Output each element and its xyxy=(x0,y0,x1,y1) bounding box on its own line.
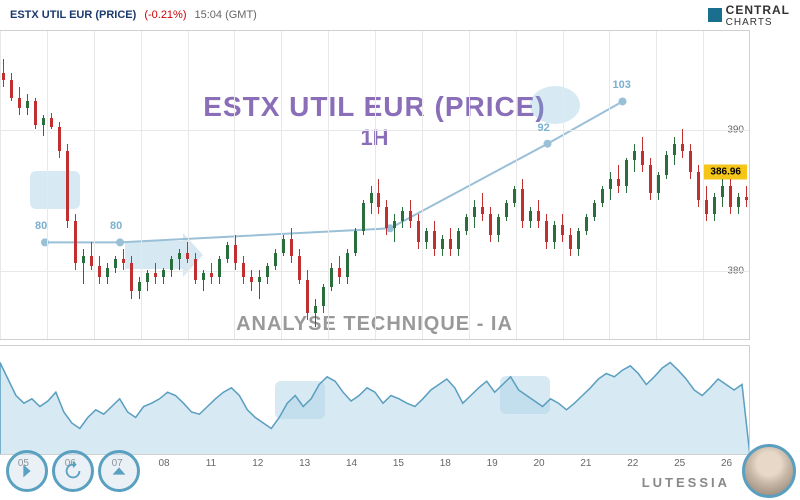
timestamp: 15:04 (GMT) xyxy=(195,9,257,21)
x-axis-label: 12 xyxy=(234,458,281,478)
x-axis-label: 19 xyxy=(469,458,516,478)
overlay-point-label: 80 xyxy=(110,220,122,232)
indicator-svg xyxy=(0,346,749,454)
watermark-icon xyxy=(530,86,580,124)
x-axis-label: 20 xyxy=(516,458,563,478)
chart-container: 380390386.96 ESTX UTIL EUR (PRICE) 1H AN… xyxy=(0,30,800,500)
y-axis-main: 380390386.96 xyxy=(701,31,749,339)
current-price-badge: 386.96 xyxy=(704,165,747,180)
x-axis-label: 11 xyxy=(188,458,235,478)
overlay-point-label: 92 xyxy=(538,122,550,134)
nav-next-button[interactable] xyxy=(6,450,48,492)
x-axis-label: 18 xyxy=(422,458,469,478)
price-change: (-0.21%) xyxy=(144,9,186,21)
nav-refresh-button[interactable] xyxy=(52,450,94,492)
header: ESTX UTIL EUR (PRICE) (-0.21%) 15:04 (GM… xyxy=(0,0,800,30)
x-axis-label: 08 xyxy=(141,458,188,478)
x-axis-label: 14 xyxy=(328,458,375,478)
nav-controls xyxy=(6,450,140,492)
x-axis-label: 13 xyxy=(281,458,328,478)
nav-up-button[interactable] xyxy=(98,450,140,492)
overlay-point-label: 103 xyxy=(613,79,631,91)
x-axis-label: 21 xyxy=(563,458,610,478)
main-chart[interactable]: 380390386.96 ESTX UTIL EUR (PRICE) 1H AN… xyxy=(0,30,750,340)
watermark-icon xyxy=(30,171,80,209)
logo-icon xyxy=(708,8,722,22)
overlay-point-label: 80 xyxy=(35,220,47,232)
indicator-chart[interactable] xyxy=(0,345,750,455)
ticker-name: ESTX UTIL EUR (PRICE) xyxy=(10,9,136,21)
logo[interactable]: CENTRAL CHARTS xyxy=(708,3,790,28)
footer-brand: LUTESSIA xyxy=(642,475,730,490)
avatar[interactable] xyxy=(742,444,796,498)
logo-text: CENTRAL CHARTS xyxy=(726,3,790,28)
x-axis-label: 15 xyxy=(375,458,422,478)
header-left: ESTX UTIL EUR (PRICE) (-0.21%) 15:04 (GM… xyxy=(10,9,257,21)
